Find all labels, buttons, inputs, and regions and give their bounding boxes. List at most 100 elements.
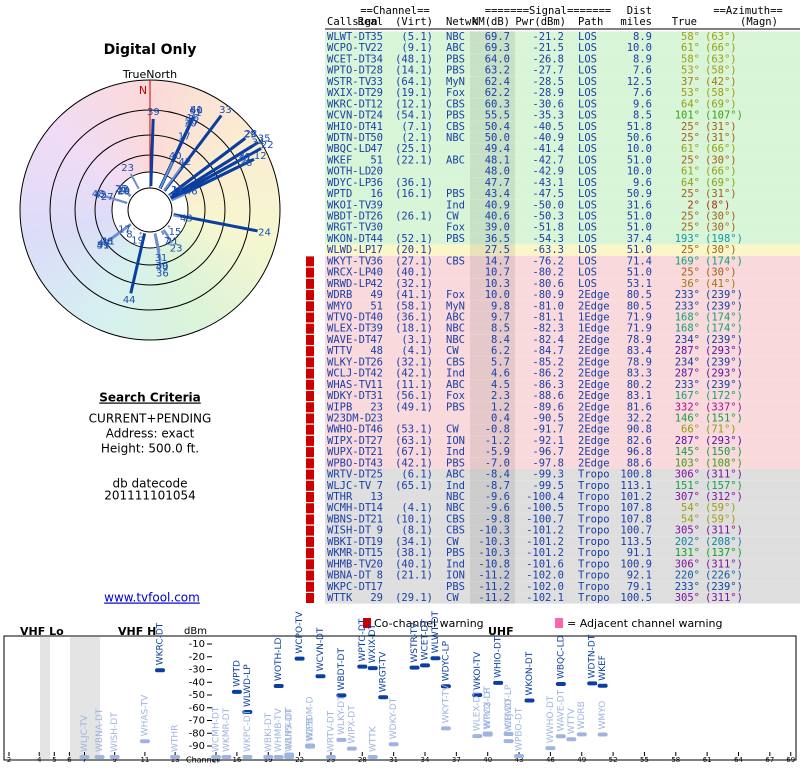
cell: W23DM-D (327, 412, 371, 424)
station-channel: 13 (116, 185, 129, 196)
cell: -50.0 (532, 199, 564, 211)
cell: CBS (446, 356, 465, 368)
cell: 103° (675, 457, 700, 469)
cell: WCET-DT (327, 53, 372, 65)
row-bg (325, 547, 800, 559)
nm-shade (470, 536, 515, 548)
cell: 305° (675, 592, 700, 604)
cell: 10.3 (485, 278, 510, 290)
cell: 50.0 (485, 132, 510, 144)
cell: 49.4 (485, 143, 510, 155)
cell: 40.9 (485, 199, 510, 211)
cell: 31 (370, 390, 383, 402)
cell: 42 (370, 368, 383, 380)
station-channel: 8 (126, 230, 132, 241)
station-ray (129, 233, 147, 294)
cell: (30°) (705, 211, 737, 223)
cell: (30°) (705, 222, 737, 234)
cell: -11.2 (478, 570, 510, 582)
cell: (29.1) (395, 592, 433, 604)
column-header: Pwr(dBm) (515, 16, 566, 28)
cell: (19.1) (395, 87, 433, 99)
station-name: WHIO-DT (494, 636, 504, 678)
station-mark (503, 732, 514, 737)
nm-shade (470, 98, 515, 110)
cell: (137°) (705, 547, 743, 559)
cell: CW (446, 211, 459, 223)
cell: Tropo (578, 525, 610, 537)
cell: (36.1) (395, 177, 433, 189)
station-mark (346, 746, 357, 751)
cell: NBC (446, 491, 465, 503)
station-ray (129, 173, 140, 190)
station-name: WKRC-DT (156, 622, 166, 665)
station-name: WBNS-DT (285, 708, 295, 752)
cell: -28.5 (532, 76, 564, 88)
nm-shade (470, 76, 515, 88)
cell: 100.5 (620, 592, 652, 604)
row-bg (325, 491, 800, 503)
station-mark (336, 737, 347, 742)
cell: 113.1 (620, 480, 652, 492)
cell: WSTR-TV (327, 76, 372, 88)
row-bg (325, 98, 800, 110)
cell: 8.9 (633, 31, 652, 43)
row-bg (325, 513, 800, 526)
cell: WDTN-DT (327, 132, 372, 144)
warning-icon (306, 435, 314, 446)
station-mark (576, 732, 587, 737)
cell: (311°) (705, 558, 743, 570)
cell: (16.1) (395, 188, 433, 200)
cell: 8 (377, 570, 383, 582)
cell: 2Edge (578, 289, 610, 301)
cell: 81.6 (627, 401, 652, 413)
cell: 9.6 (633, 98, 652, 110)
station-name: WKOI-TV (473, 651, 483, 690)
cell: 10.0 (627, 143, 652, 155)
cell: 64° (681, 177, 700, 189)
cell: 305° (675, 525, 700, 537)
cell: -5.9 (485, 446, 510, 458)
station-mark (388, 742, 399, 747)
station-ray (167, 224, 171, 228)
station-channel: 17 (118, 224, 131, 235)
cell: (42°) (705, 76, 737, 88)
station-channel: 47 (239, 152, 252, 163)
cell: LOS (578, 233, 597, 245)
nm-shade (470, 166, 515, 178)
nm-shade (470, 65, 515, 77)
cell: (58°) (705, 65, 737, 77)
nm-shade (470, 199, 515, 211)
cell: 39 (370, 323, 383, 335)
station-name: WKYT-TV (441, 684, 451, 724)
x-tick-label: 2 (7, 756, 11, 764)
cell: 2Edge (578, 446, 610, 458)
row-bg (325, 210, 800, 223)
station-ray (173, 213, 258, 233)
cell: ABC (446, 42, 465, 54)
cell: 50.4 (485, 121, 510, 133)
cell: (6.1) (401, 469, 433, 481)
station-mark (555, 682, 566, 687)
cell: -0.8 (485, 424, 510, 436)
cell: Fox (446, 289, 465, 301)
cell: WIPX-DT (327, 435, 372, 447)
cell: 51 (370, 300, 383, 312)
station-name: WPTD (232, 660, 242, 687)
cell: -26.8 (532, 53, 564, 65)
station-channel: 51 (97, 240, 110, 251)
station-mark (221, 755, 232, 759)
cell: 8.4 (491, 334, 510, 346)
cell: (66°) (705, 42, 737, 54)
station-mark (79, 755, 90, 759)
cell: 25° (681, 222, 700, 234)
station-channel: 46 (185, 187, 198, 198)
link[interactable]: www.tvfool.com (104, 591, 200, 605)
cell: WRTV-DT (327, 469, 372, 481)
cell: 17 (370, 581, 383, 593)
cell: (9.1) (401, 42, 433, 54)
nm-shade (470, 502, 515, 514)
station-channel: 35 (258, 134, 271, 145)
cell: 9.8 (491, 300, 510, 312)
cell: (59°) (705, 502, 737, 514)
